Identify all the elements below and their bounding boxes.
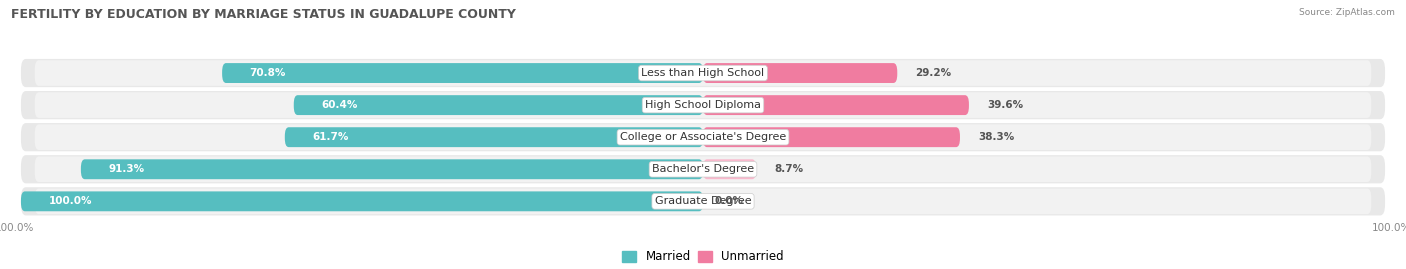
Legend: Married, Unmarried: Married, Unmarried [617, 246, 789, 268]
FancyBboxPatch shape [82, 159, 703, 179]
Text: Bachelor's Degree: Bachelor's Degree [652, 164, 754, 174]
Text: 91.3%: 91.3% [108, 164, 145, 174]
Text: College or Associate's Degree: College or Associate's Degree [620, 132, 786, 142]
FancyBboxPatch shape [35, 157, 1371, 182]
Text: 60.4%: 60.4% [322, 100, 357, 110]
FancyBboxPatch shape [35, 60, 1371, 86]
Text: 38.3%: 38.3% [979, 132, 1014, 142]
FancyBboxPatch shape [21, 59, 1385, 87]
FancyBboxPatch shape [703, 159, 756, 179]
Text: 29.2%: 29.2% [915, 68, 952, 78]
FancyBboxPatch shape [35, 92, 1371, 118]
Text: High School Diploma: High School Diploma [645, 100, 761, 110]
FancyBboxPatch shape [294, 95, 703, 115]
FancyBboxPatch shape [703, 127, 960, 147]
Text: FERTILITY BY EDUCATION BY MARRIAGE STATUS IN GUADALUPE COUNTY: FERTILITY BY EDUCATION BY MARRIAGE STATU… [11, 8, 516, 21]
Text: 70.8%: 70.8% [250, 68, 285, 78]
FancyBboxPatch shape [21, 155, 1385, 183]
FancyBboxPatch shape [21, 192, 703, 211]
FancyBboxPatch shape [285, 127, 703, 147]
FancyBboxPatch shape [35, 189, 1371, 214]
Text: 39.6%: 39.6% [987, 100, 1024, 110]
FancyBboxPatch shape [21, 123, 1385, 151]
FancyBboxPatch shape [35, 124, 1371, 150]
FancyBboxPatch shape [222, 63, 703, 83]
FancyBboxPatch shape [703, 95, 969, 115]
FancyBboxPatch shape [21, 91, 1385, 119]
Text: Less than High School: Less than High School [641, 68, 765, 78]
FancyBboxPatch shape [21, 187, 1385, 215]
Text: 61.7%: 61.7% [312, 132, 349, 142]
FancyBboxPatch shape [703, 63, 897, 83]
Text: 100.0%: 100.0% [48, 196, 91, 206]
Text: 0.0%: 0.0% [714, 196, 742, 206]
Text: Graduate Degree: Graduate Degree [655, 196, 751, 206]
Text: Source: ZipAtlas.com: Source: ZipAtlas.com [1299, 8, 1395, 17]
Text: 8.7%: 8.7% [773, 164, 803, 174]
